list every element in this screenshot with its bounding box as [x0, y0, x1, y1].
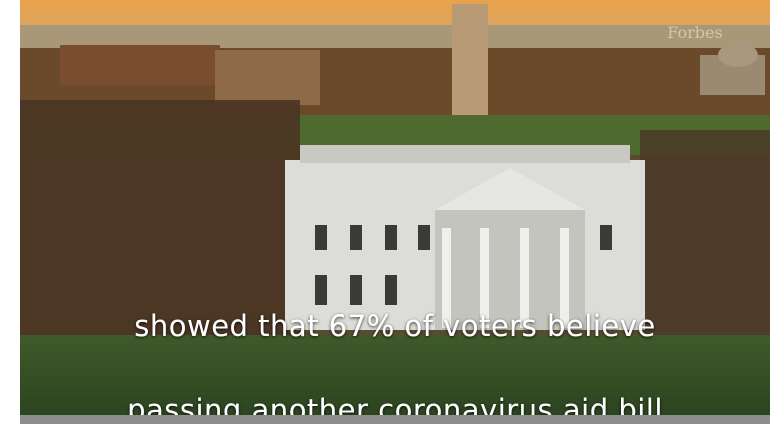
watermark: Forbes: [667, 23, 722, 42]
caption-line: showed that 67% of voters believe: [134, 309, 655, 343]
video-frame: Forbes showed that 67% of voters believe…: [0, 0, 782, 424]
video-image: Forbes showed that 67% of voters believe…: [20, 0, 770, 424]
page: Forbes showed that 67% of voters believe…: [0, 0, 782, 424]
progress-bar[interactable]: [20, 415, 770, 424]
